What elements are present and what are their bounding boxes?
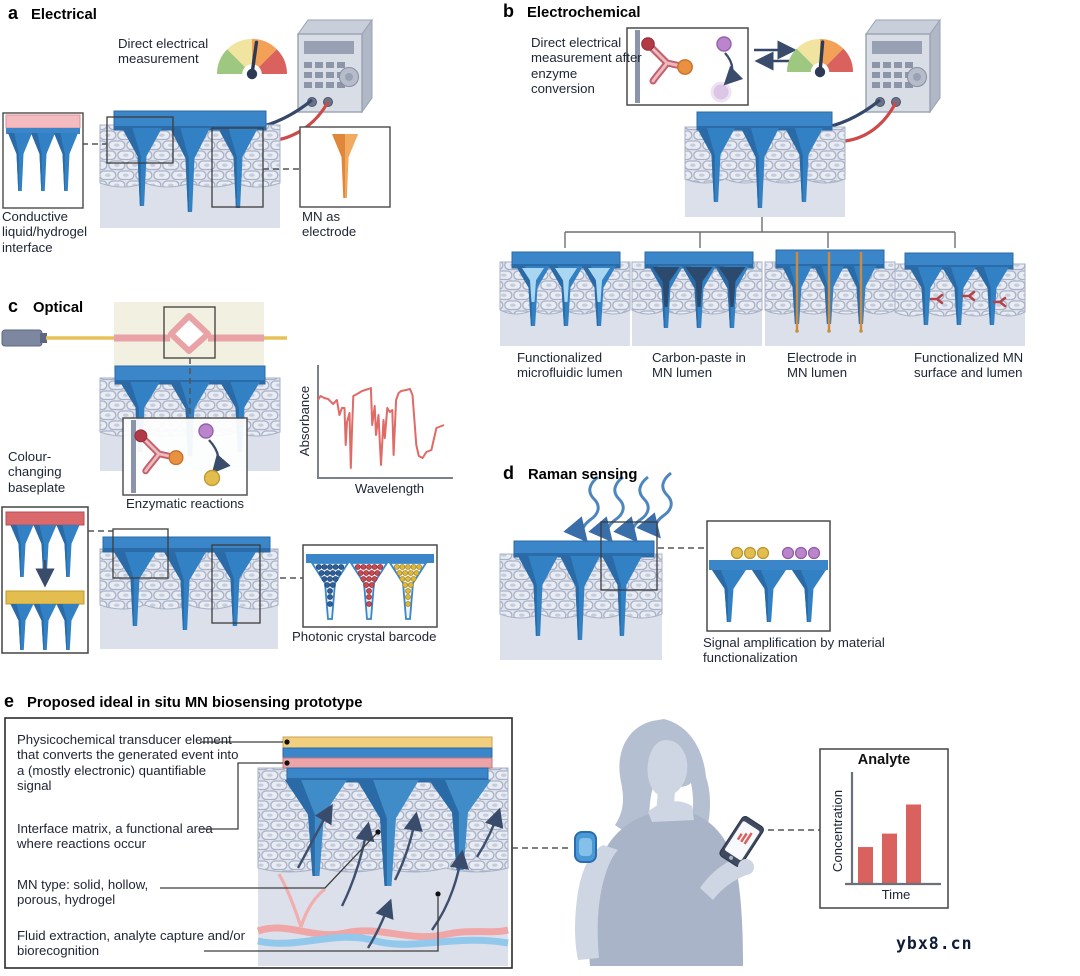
zoom-box [112,528,169,579]
label-mn-type: MN type: solid, hollow, porous, hydrogel [17,877,149,908]
dashed-connector [512,829,820,849]
spectrum-xlabel: Wavelength [354,481,425,496]
panel-c-letter: c [8,296,19,316]
antibody-icon [134,429,184,475]
analyte-chart-title: Analyte [857,752,911,768]
colour-changing-box [1,506,89,654]
face [647,740,688,797]
antibody-icon [641,37,693,85]
measurement-device-icon [297,18,373,114]
photonic-barcode-box [302,544,438,628]
smartphone-icon [719,816,764,868]
panel-a-letter: a [8,3,19,23]
transducer-layers [282,736,493,769]
label-interface-matrix: Interface matrix, a functional area wher… [17,821,213,852]
chest [648,801,694,822]
panel-d-title: Raman sensing [528,467,638,483]
analyte-chart [819,748,949,909]
absorbance-chart [317,365,453,479]
label-mn-as-electrode: MN as electrode [302,209,357,240]
analyte-chart-xlabel: Time [881,887,911,902]
panel-e-letter: e [4,691,15,711]
mn-electrode-box [299,126,391,208]
variant-electrode-lumen [764,249,896,346]
panel-c-title: Optical [33,300,84,316]
panel-d-illustration [499,471,831,660]
panel-b-illustration [499,18,1026,346]
label-fluid-extraction: Fluid extraction, analyte capture and/or… [17,928,245,959]
antibody-glyph [929,293,944,305]
patch-icon [574,831,597,863]
gauge-icon [217,39,287,84]
variant-functionalized-surface [894,252,1026,346]
photonic-crystal-needle [388,562,428,620]
hand [738,859,754,875]
zoom-box [600,521,658,591]
vessels [256,873,509,948]
label-variant-carbon-paste: Carbon-paste in MN lumen [652,350,746,381]
enzymatic-reactions-box [122,417,248,496]
photonic-crystal-needle [310,562,350,620]
enzyme-conversion-box [626,27,749,106]
label-signal-amplification: Signal amplification by material functio… [703,635,885,666]
mn-baseplate [102,536,271,553]
zoom-box [211,127,264,208]
antibody-glyph [961,290,976,302]
gauge-icon [787,39,853,82]
amplification-box [706,520,831,632]
panel-d-letter: d [503,463,514,483]
raman-waves-icon [563,471,673,543]
panel-a-title: Electrical [31,7,97,23]
mn-baseplate [644,251,754,269]
uptake-arrows [296,803,504,949]
dashed-connector [88,530,303,579]
label-photonic-barcode: Photonic crystal barcode [292,629,437,644]
label-pointers [160,741,439,952]
measurement-device-icon [865,18,941,114]
mn-baseplate [904,252,1014,270]
zoom-box [106,116,174,164]
prototype-box [4,717,513,969]
label-variant-microfluidic: Functionalized microfluidic lumen [517,350,623,381]
antibody-glyph [992,296,1007,308]
spectrum-ylabel: Absorbance [297,385,312,457]
label-conductive-interface: Conductive liquid/hydrogel interface [2,209,88,255]
mn-baseplate [511,251,621,269]
zoom-box [211,544,261,624]
torso [588,810,743,966]
label-transducer: Physicochemical transducer element that … [17,732,239,794]
panel-a-illustration [2,18,391,228]
variant-carbon-paste [631,251,763,346]
label-variant-electrode: Electrode in MN lumen [787,350,857,381]
analyte-chart-ylabel: Concentration [830,789,845,873]
mn-baseplate [696,111,833,131]
panel-e-illustration [4,717,949,969]
branch-tree [564,217,956,248]
label-enzymatic-reactions: Enzymatic reactions [126,496,244,511]
pointer-dots [284,739,441,897]
mn-baseplate [113,110,267,131]
left-arm [575,845,618,960]
panel-c-illustration [1,302,453,654]
panel-a-annotation: Direct electrical measurement [118,36,209,67]
interferometer-icon [168,313,211,354]
photonic-crystal-needle [349,562,389,620]
panel-b-letter: b [503,1,514,21]
right-forearm [700,857,749,900]
conductive-interface-box [2,112,84,209]
panel-b-title: Electrochemical [527,5,641,21]
panel-b-annotation: Direct electrical measurement after enzy… [531,35,642,97]
label-colour-changing-baseplate: Colour-changing baseplate [8,449,66,495]
laser-source-icon [1,329,47,347]
label-variant-functionalized: Functionalized MN surface and lumen [914,350,1024,381]
mn-baseplate [286,767,489,783]
watermark: ybx8.cn [896,934,973,953]
panel-e-title: Proposed ideal in situ MN biosensing pro… [27,695,363,711]
mn-baseplate [513,540,655,558]
dashed-connector [82,143,300,170]
person-illustration [574,719,764,966]
variant-microfluidic-lumen [499,251,631,346]
